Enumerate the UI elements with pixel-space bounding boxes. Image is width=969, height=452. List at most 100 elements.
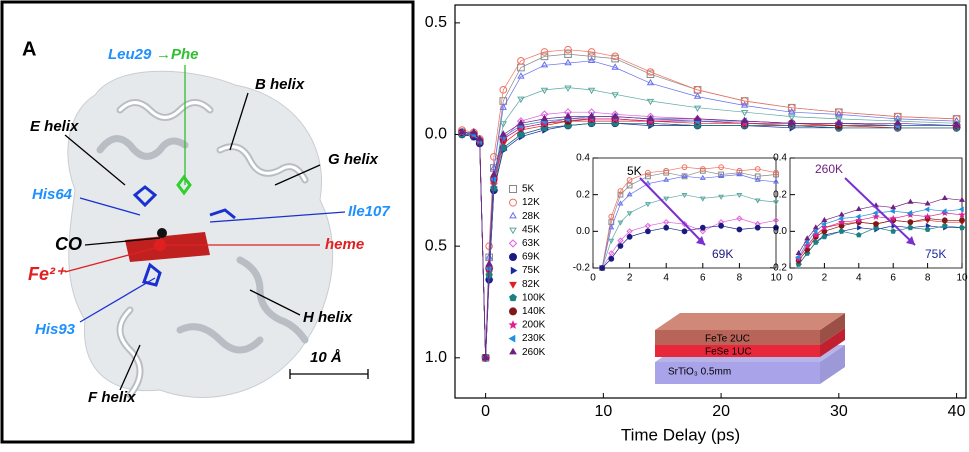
- layer-label: FeSe 1UC: [705, 347, 752, 358]
- data-point: [599, 265, 606, 271]
- x-tick-label: 0: [481, 403, 490, 420]
- layer-label: SrTiO₃ 0.5mm: [668, 367, 731, 378]
- data-point: [787, 103, 796, 112]
- annotation: 69K: [712, 247, 733, 261]
- data-point: [617, 220, 624, 226]
- y-tick-label: 1.0: [425, 349, 447, 366]
- data-point: [736, 167, 743, 174]
- data-point: [754, 198, 761, 204]
- data-point: [773, 224, 779, 231]
- series-line: [601, 174, 777, 269]
- arrow-head: [696, 236, 705, 245]
- data-point: [663, 219, 670, 226]
- x-tick-label: 6: [700, 273, 706, 284]
- legend-label: 230K: [522, 333, 546, 344]
- data-point: [889, 214, 897, 222]
- data-point: [611, 63, 619, 70]
- data-point: [740, 110, 749, 117]
- data-point: [838, 215, 844, 222]
- data-point: [835, 118, 843, 126]
- legend-marker: [509, 211, 517, 219]
- y-tick-label: 0.5: [425, 14, 447, 31]
- y-tick-label: 0.0: [576, 226, 590, 237]
- legend-marker: [509, 253, 517, 261]
- data-point: [699, 166, 706, 172]
- data-point: [873, 221, 879, 227]
- data-point: [835, 108, 843, 116]
- data-point: [540, 52, 549, 61]
- data-point: [517, 57, 525, 65]
- data-point: [540, 61, 549, 68]
- panel-label: A: [22, 38, 36, 60]
- data-point: [540, 87, 549, 95]
- data-point: [812, 228, 818, 235]
- data-point: [663, 169, 670, 176]
- data-point: [611, 112, 619, 119]
- data-point: [736, 171, 743, 177]
- data-point: [645, 173, 651, 180]
- data-point: [646, 98, 655, 106]
- legend-marker: [509, 293, 517, 302]
- data-point: [754, 173, 761, 180]
- data-point: [481, 353, 490, 360]
- data-point: [804, 235, 811, 241]
- data-point: [564, 58, 572, 66]
- data-point: [754, 166, 761, 172]
- data-point: [820, 223, 828, 231]
- data-point: [540, 114, 549, 121]
- y-tick-label: 0.2: [773, 189, 787, 200]
- data-point: [889, 208, 895, 215]
- data-point: [959, 196, 965, 202]
- data-point: [644, 202, 651, 208]
- data-point: [608, 213, 615, 220]
- data-point: [838, 218, 846, 226]
- data-point: [718, 164, 724, 171]
- annotation-arrow: [639, 177, 706, 246]
- data-point: [941, 217, 948, 224]
- data-point: [788, 114, 796, 121]
- data-point: [736, 169, 743, 176]
- x-tick-label: 0: [590, 273, 596, 284]
- data-point: [907, 198, 914, 204]
- data-point: [693, 92, 702, 99]
- x-tick-label: 2: [822, 273, 828, 284]
- data-point: [517, 118, 525, 126]
- legend-label: 260K: [522, 347, 546, 358]
- data-point: [626, 182, 633, 189]
- data-point: [857, 224, 863, 231]
- data-point: [608, 238, 615, 244]
- label: H helix: [303, 309, 353, 326]
- label: F helix: [88, 389, 136, 406]
- series-line: [798, 197, 963, 254]
- data-point: [490, 153, 498, 161]
- y-tick-label: 0.4: [773, 153, 787, 164]
- legend-label: 28K: [522, 211, 540, 222]
- label: G helix: [328, 151, 379, 168]
- data-point: [663, 224, 670, 231]
- data-point: [718, 171, 725, 178]
- data-point: [838, 211, 845, 217]
- data-point: [470, 128, 478, 135]
- data-point: [484, 264, 492, 273]
- legend-label: 45K: [522, 224, 540, 235]
- label: Ile107: [348, 203, 390, 220]
- data-point: [626, 177, 633, 183]
- label: B helix: [255, 76, 305, 93]
- data-point: [773, 169, 779, 176]
- data-point: [812, 239, 819, 245]
- data-point: [617, 243, 624, 249]
- data-point: [608, 224, 615, 230]
- data-point: [718, 222, 724, 229]
- legend-label: 140K: [522, 306, 546, 317]
- y-tick-label: -0.2: [770, 263, 788, 274]
- annotation-arrow: [844, 177, 916, 246]
- data-point: [499, 130, 507, 137]
- data-point: [952, 121, 961, 128]
- data-point: [754, 224, 761, 231]
- layer-sketch: [655, 313, 845, 384]
- data-point: [681, 193, 688, 199]
- data-point: [499, 121, 507, 128]
- data-point: [855, 231, 862, 238]
- data-point: [855, 216, 863, 224]
